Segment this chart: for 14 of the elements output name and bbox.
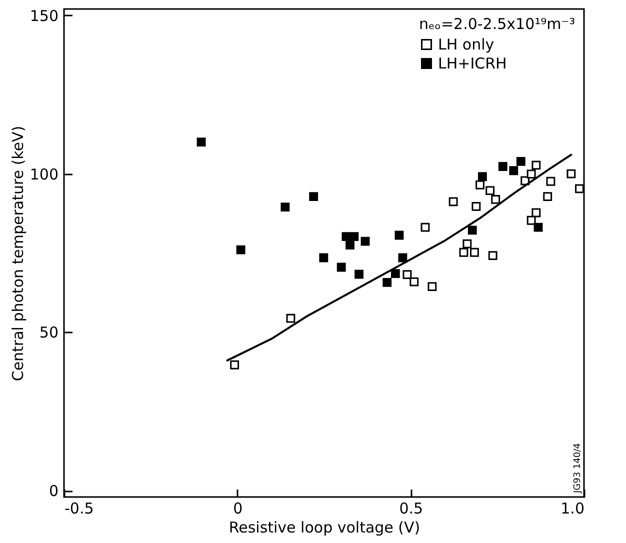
y-tick-label: 50 (39, 324, 58, 342)
x-tick-label: 0.5 (399, 500, 424, 518)
x-tick-label: -0.5 (64, 500, 94, 518)
x-tick-label: 1.0 (560, 500, 584, 518)
x-tick-label: 0 (233, 500, 243, 518)
y-tick-label: 150 (30, 6, 58, 25)
legend-label: LH+ICRH (438, 54, 507, 72)
y-tick-label: 100 (30, 165, 58, 184)
legend-title: nₑₒ=2.0-2.5x10¹⁹m⁻³ (419, 15, 576, 33)
y-axis-title: Central photon temperature (keV) (8, 126, 27, 382)
annotation: JG93 140/4 (573, 442, 583, 494)
legend-label: LH only (438, 36, 494, 54)
x-axis-title: Resistive loop voltage (V) (228, 518, 420, 536)
y-tick-label: 0 (48, 482, 58, 500)
